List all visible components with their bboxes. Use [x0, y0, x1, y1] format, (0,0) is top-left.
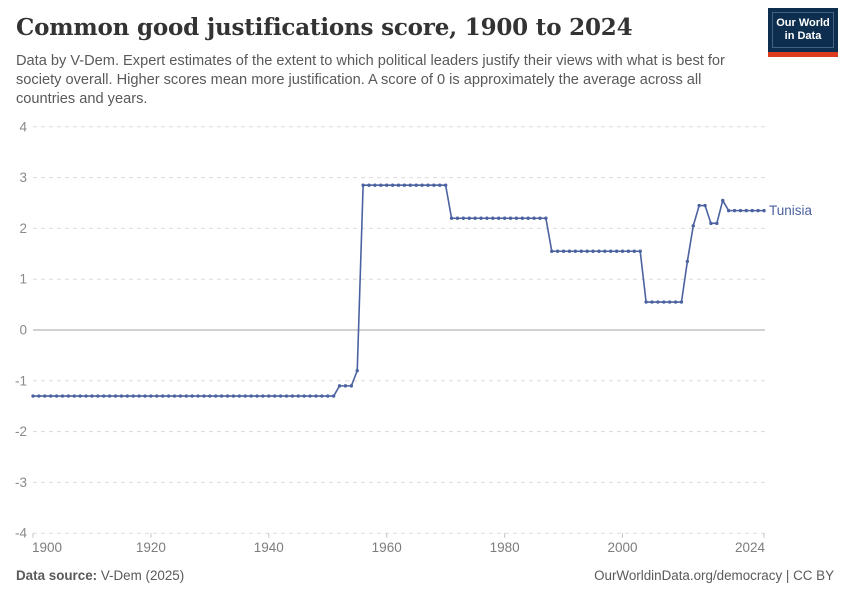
- owid-url-link[interactable]: OurWorldinData.org/democracy: [594, 568, 783, 583]
- chart-subtitle: Data by V-Dem. Expert estimates of the e…: [16, 53, 725, 107]
- svg-text:2024: 2024: [735, 540, 766, 555]
- svg-text:2000: 2000: [607, 540, 637, 555]
- svg-text:1: 1: [19, 272, 27, 287]
- x-axis: 1900 1920 1940 1960 1980 2000 2024: [32, 533, 765, 555]
- owid-logo-text: Our World in Data: [772, 12, 834, 48]
- series-tunisia[interactable]: [31, 183, 766, 398]
- data-source-note: Data source: V-Dem (2025): [16, 568, 184, 583]
- svg-text:1900: 1900: [32, 540, 62, 555]
- svg-text:1980: 1980: [490, 540, 520, 555]
- owid-logo-line1: Our World: [776, 17, 830, 29]
- entity-label-tunisia: Tunisia: [769, 203, 813, 218]
- y-gridlines: [33, 126, 765, 534]
- owid-logo-red-bar: [768, 52, 838, 57]
- svg-text:1940: 1940: [254, 540, 284, 555]
- y-axis-labels: 4 3 2 1 0 -1 -2 -3 -4: [15, 119, 28, 540]
- footer-credit: OurWorldinData.org/democracy | CC BY: [594, 568, 834, 583]
- chart-footer: Data source: V-Dem (2025) OurWorldinData…: [16, 568, 834, 583]
- data-source-label: Data source:: [16, 568, 98, 583]
- svg-text:1920: 1920: [136, 540, 166, 555]
- data-source-value: V-Dem (2025): [97, 568, 185, 583]
- svg-text:0: 0: [19, 323, 27, 338]
- page-title: Common good justifications score, 1900 t…: [16, 14, 633, 41]
- owid-logo[interactable]: Our World in Data: [768, 8, 838, 57]
- license-text: | CC BY: [782, 568, 834, 583]
- svg-text:1960: 1960: [372, 540, 402, 555]
- svg-text:4: 4: [19, 119, 27, 134]
- owid-logo-line2: in Data: [784, 30, 822, 42]
- svg-text:-1: -1: [15, 373, 27, 388]
- svg-text:-2: -2: [15, 424, 27, 439]
- svg-text:-4: -4: [15, 526, 27, 541]
- svg-text:-3: -3: [15, 475, 27, 490]
- svg-text:3: 3: [19, 170, 27, 185]
- svg-text:2: 2: [19, 221, 27, 236]
